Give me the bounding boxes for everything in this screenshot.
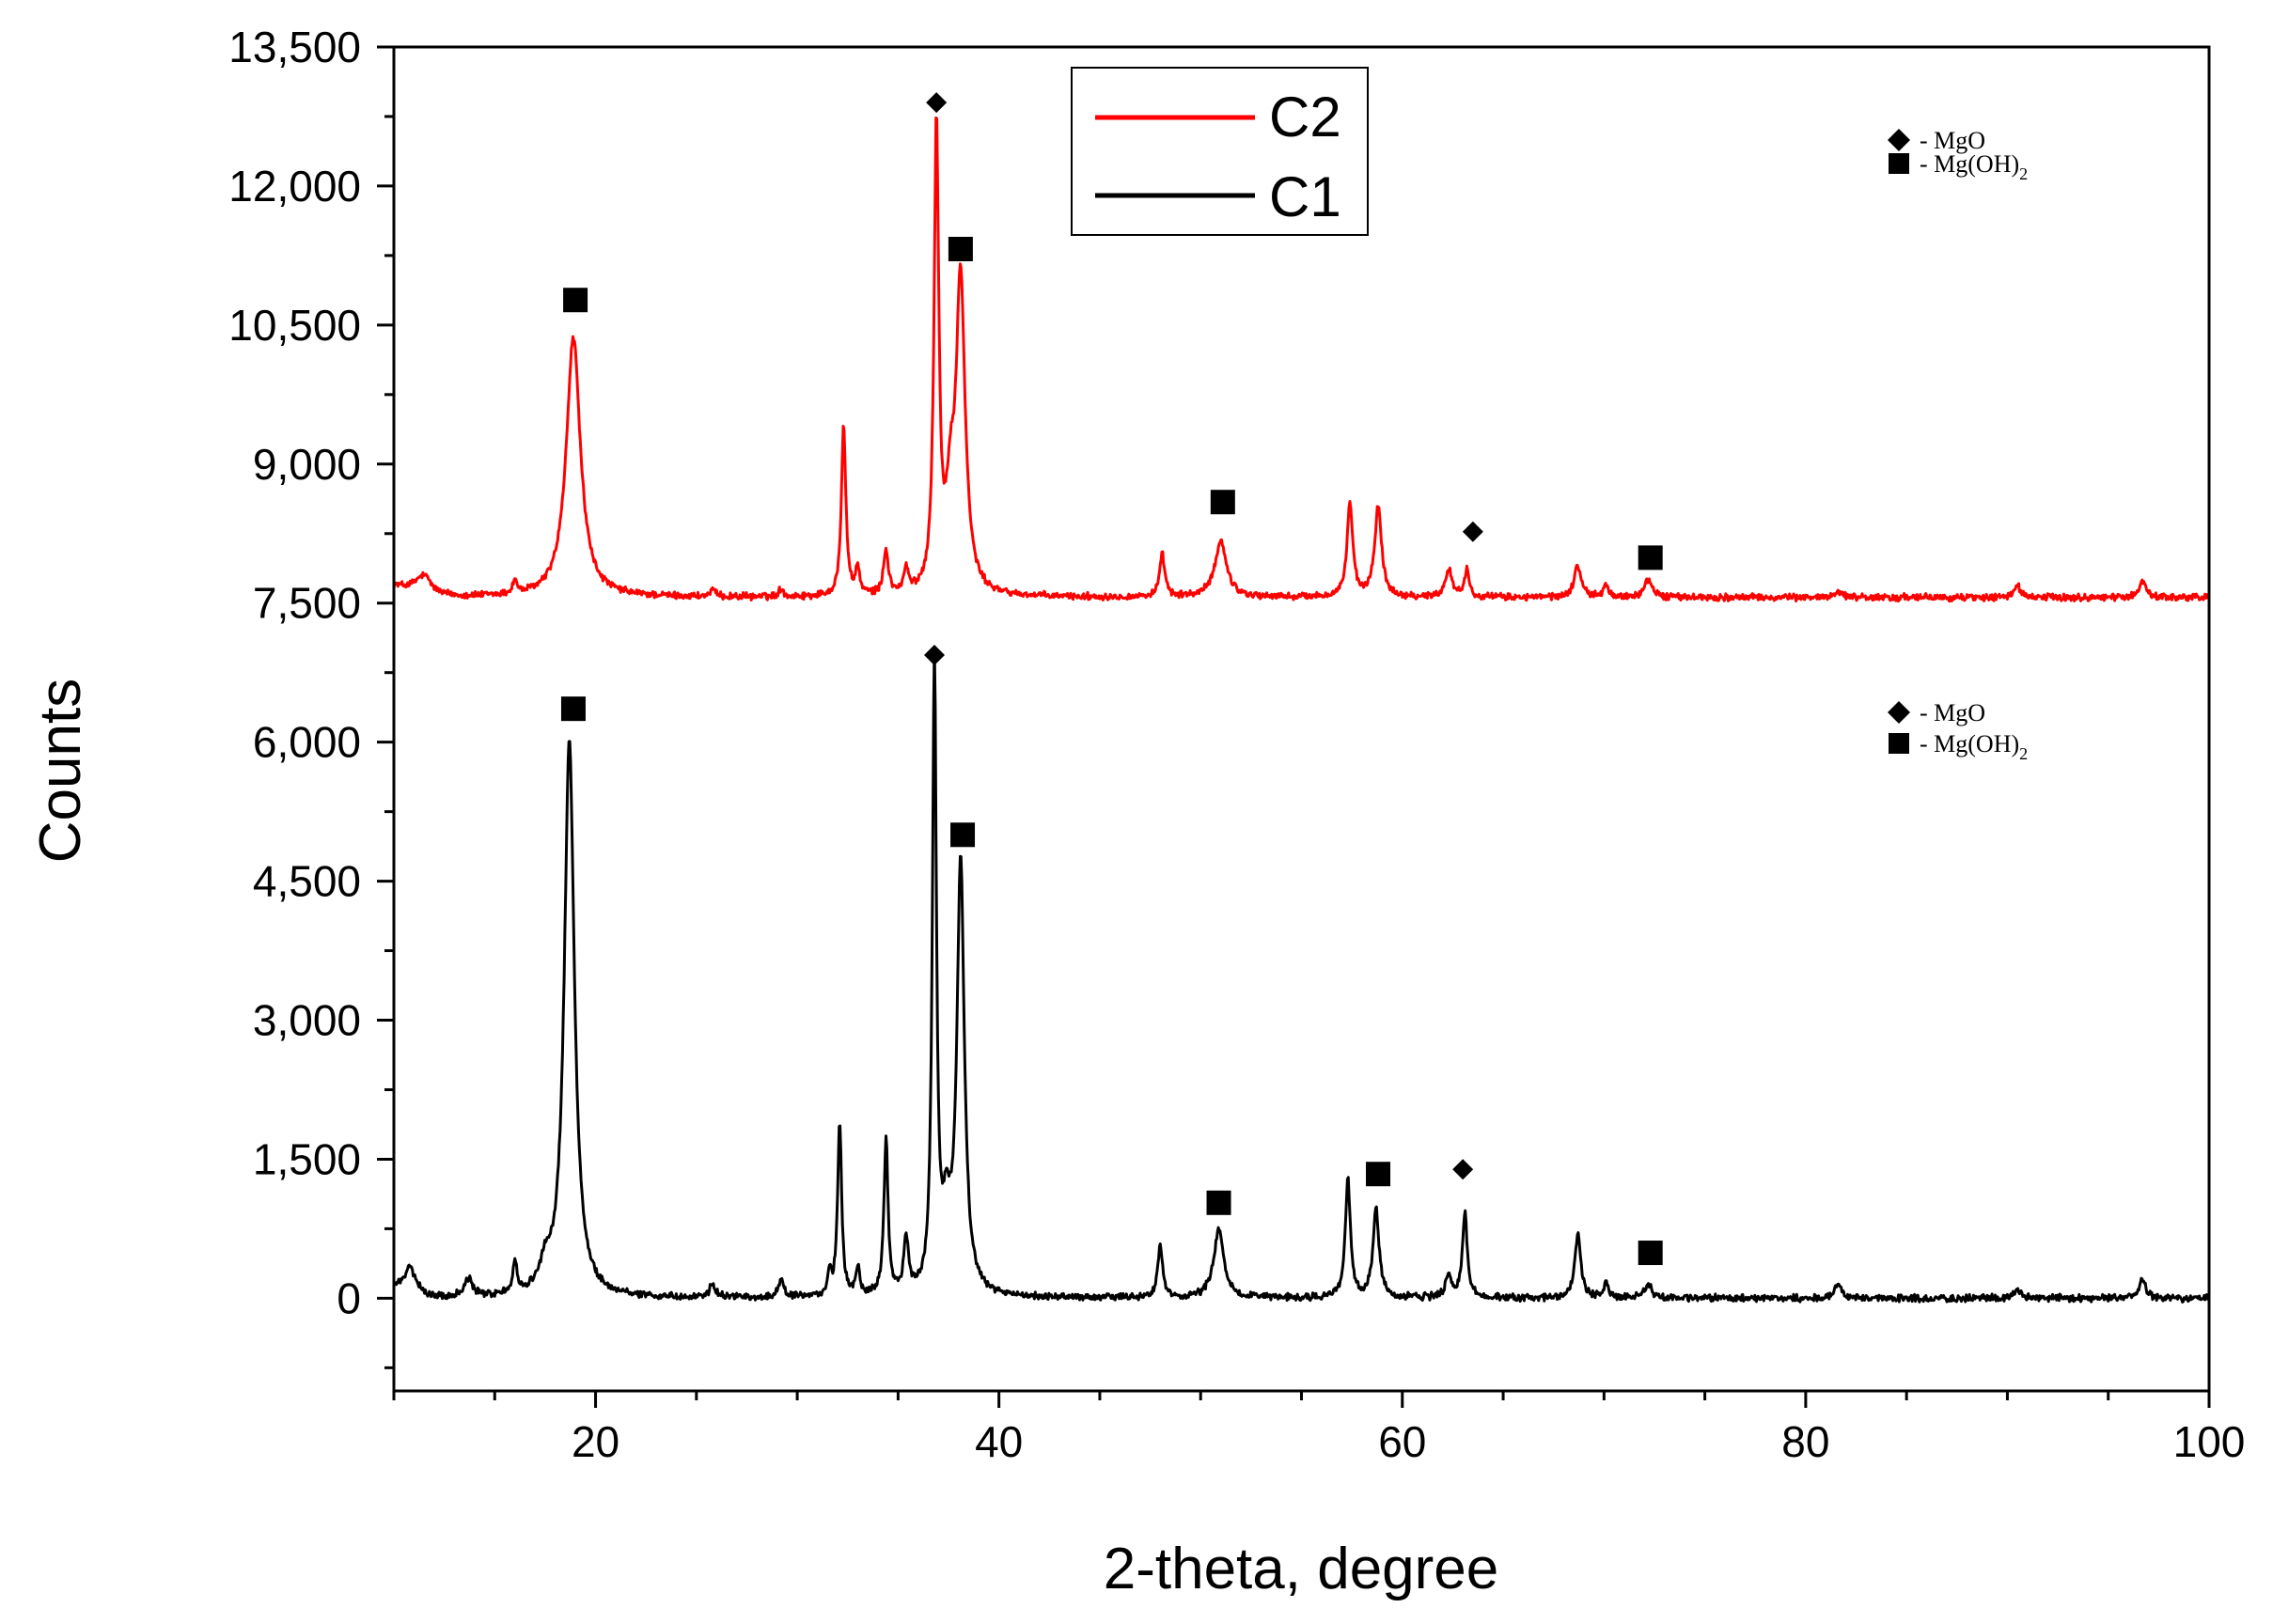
x-tick-label: 80: [1781, 1417, 1829, 1466]
mg-oh2-peak-marker: [1638, 545, 1663, 570]
y-tick-label: 10,500: [228, 301, 361, 350]
series-line-c1: [392, 646, 2210, 1304]
y-tick-label: 12,000: [228, 162, 361, 211]
y-tick-label: 9,000: [253, 440, 361, 489]
legend-label-c1: C1: [1269, 165, 1341, 228]
y-tick-label: 1,500: [253, 1134, 361, 1183]
y-tick-label: 13,500: [228, 23, 361, 71]
mg-oh2-peak-marker: [560, 696, 586, 722]
series-layer: [392, 116, 2210, 1304]
y-tick-label: 0: [337, 1273, 361, 1322]
marker-key-c2: - MgO - Mg(OH)2: [1888, 127, 2028, 183]
y-tick-label: 7,500: [253, 579, 361, 628]
marker-key-mgoh2-subscript: 2: [2019, 744, 2028, 763]
mg-oh2-peak-marker: [948, 236, 973, 261]
mg-oh2-peak-marker: [1366, 1162, 1391, 1187]
diamond-marker-icon: [1888, 701, 1910, 724]
y-tick-label: 3,000: [253, 996, 361, 1045]
mgo-peak-marker: [1452, 1159, 1474, 1180]
series-line-c2: [392, 116, 2209, 603]
marker-key-mgoh2-text: - Mg(OH): [1920, 730, 2019, 757]
legend: C2 C1: [1071, 67, 1369, 236]
mg-oh2-peak-marker: [1210, 490, 1235, 515]
marker-key-mgo-label: - MgO: [1920, 699, 1985, 726]
mgo-peak-marker: [924, 644, 946, 665]
marker-key-mgoh2-label: - Mg(OH)2: [1920, 150, 2028, 183]
mg-oh2-peak-marker: [950, 822, 976, 848]
y-tick-label: 4,500: [253, 857, 361, 906]
x-tick-label: 20: [572, 1417, 619, 1466]
x-tick-label: 100: [2173, 1417, 2246, 1466]
square-marker-icon: [1889, 733, 1909, 754]
x-tick-label: 40: [975, 1417, 1023, 1466]
marker-key-mgoh2-subscript: 2: [2019, 164, 2028, 183]
marker-key-c1: - MgO - Mg(OH)2: [1888, 699, 2028, 763]
mgo-peak-marker: [1462, 521, 1483, 542]
mg-oh2-peak-marker: [563, 288, 588, 313]
legend-box: [1071, 67, 1369, 236]
diamond-marker-icon: [1888, 129, 1910, 151]
marker-key-mgoh2-label: - Mg(OH)2: [1920, 730, 2028, 763]
marker-key-mgoh2-text: - Mg(OH): [1920, 150, 2019, 178]
x-axis: 20 40 60 80 100: [392, 1391, 2246, 1466]
y-axis: 0 1,500 3,000 4,500 6,000 7,500 9,000 10,500 12,…: [228, 23, 394, 1369]
y-tick-label: 6,000: [253, 718, 361, 767]
square-marker-icon: [1889, 153, 1909, 174]
peak-annotations: [560, 92, 1663, 1266]
x-axis-title: 2-theta, degree: [1104, 1537, 1499, 1601]
mgo-peak-marker: [926, 92, 948, 114]
marker-key-mgo-label: - MgO: [1920, 127, 1985, 154]
mg-oh2-peak-marker: [1638, 1241, 1663, 1266]
mg-oh2-peak-marker: [1206, 1190, 1231, 1215]
y-axis-title: Counts: [28, 679, 93, 863]
x-tick-label: 60: [1378, 1417, 1426, 1466]
legend-label-c2: C2: [1269, 86, 1341, 148]
